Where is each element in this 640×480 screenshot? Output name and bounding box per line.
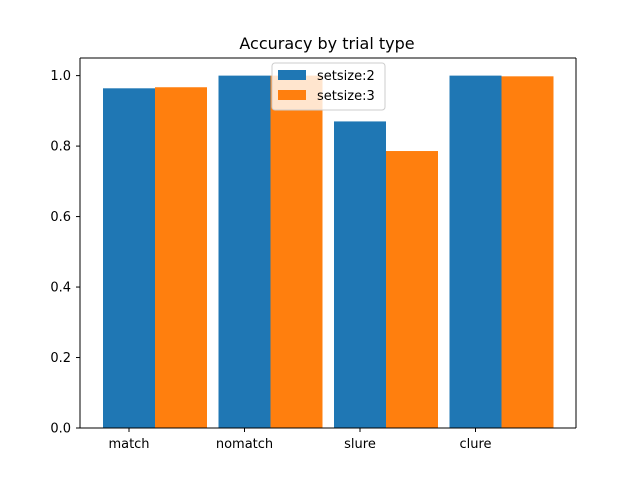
bars-layer [103,75,554,429]
x-tick-label-clure: clure [459,437,491,452]
bar-match-setsize-2 [103,88,155,429]
y-tick-label: 0.2 [50,351,71,366]
legend-label-setsize-3: setsize:3 [317,89,375,104]
legend-label-setsize-2: setsize:2 [317,69,375,84]
axes-layer: 0.0 0.2 0.4 0.6 0.8 1.0 match nomatch slure clure [50,57,577,452]
legend: setsize:2 setsize:3 [271,62,386,111]
bar-clure-setsize-3 [501,76,554,429]
bar-match-setsize-3 [155,87,207,428]
bar-slure-setsize-2 [334,121,386,428]
y-tick-label: 0.4 [50,281,71,296]
bar-clure-setsize-2 [449,75,502,428]
y-tick-label: 0.8 [50,140,71,155]
bar-nomatch-setsize-2 [218,75,271,428]
x-tick-label-slure: slure [344,437,376,452]
x-tick-label-nomatch: nomatch [216,437,273,452]
y-tick-label: 0.6 [50,210,71,225]
bar-slure-setsize-3 [386,151,438,428]
legend-swatch-setsize-3 [278,90,306,100]
chart-title: Accuracy by trial type [239,34,414,53]
x-tick-label-match: match [108,437,149,452]
y-tick-label: 1.0 [50,69,71,84]
legend-swatch-setsize-2 [278,70,306,80]
y-tick-label: 0.0 [50,422,71,437]
bar-nomatch-setsize-3 [270,75,323,428]
